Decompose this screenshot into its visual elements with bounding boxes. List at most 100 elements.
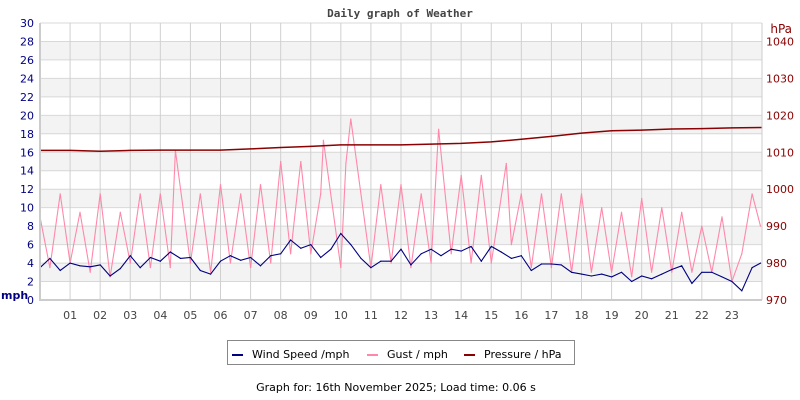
data-point-gust [259, 183, 262, 186]
data-point-wind [681, 265, 683, 267]
data-point-wind [500, 251, 502, 253]
data-point-pressure [249, 148, 252, 150]
right-tick-label: 970 [766, 294, 787, 307]
data-point-gust [109, 276, 111, 278]
data-point-gust [189, 262, 192, 264]
data-point-wind [259, 265, 262, 267]
left-tick-label: 16 [20, 146, 34, 159]
data-point-wind [169, 251, 171, 253]
data-point-gust [590, 271, 593, 273]
data-point-gust [470, 262, 472, 264]
right-tick-label: 1010 [766, 146, 794, 159]
data-point-gust [450, 253, 452, 255]
data-point-wind [480, 260, 482, 262]
right-tick-label: 980 [766, 257, 787, 270]
data-point-wind [570, 271, 573, 273]
data-point-gust [410, 267, 412, 269]
left-tick-label: 0 [27, 294, 34, 307]
axes: 0246810121416182022242628309709809901000… [20, 17, 794, 322]
data-point-gust [631, 276, 633, 278]
left-tick-label: 20 [20, 109, 34, 122]
legend-swatch-gust [367, 354, 378, 356]
data-point-gust [701, 225, 703, 227]
data-point-pressure [520, 138, 522, 140]
data-point-wind [69, 262, 71, 264]
legend-box [227, 340, 575, 365]
left-tick-label: 26 [20, 54, 34, 67]
data-point-gust [119, 211, 121, 213]
left-tick-label: 14 [20, 165, 34, 178]
data-point-wind [721, 276, 723, 278]
data-point-wind [520, 255, 522, 257]
data-point-gust [671, 271, 673, 273]
data-point-wind [430, 248, 432, 250]
data-point-gust [641, 197, 643, 200]
x-tick-label: 10 [334, 309, 348, 322]
data-point-wind [159, 260, 161, 262]
data-point-pressure [490, 141, 492, 143]
data-point-wind [711, 271, 713, 273]
data-point-wind [641, 275, 643, 277]
data-point-wind [540, 263, 543, 265]
data-point-gust [280, 160, 282, 163]
data-point-wind [560, 264, 562, 266]
data-point-wind [580, 273, 583, 275]
data-point-gust [681, 211, 683, 213]
data-point-gust [438, 128, 440, 130]
data-point-pressure [550, 135, 553, 137]
x-tick-label: 13 [424, 309, 438, 322]
data-point-pressure [400, 144, 402, 146]
left-tick-label: 8 [27, 220, 34, 233]
x-tick-label: 22 [695, 309, 709, 322]
left-tick-label: 28 [20, 35, 34, 48]
data-point-wind [661, 273, 663, 275]
data-point-gust [505, 162, 507, 164]
data-point-gust [650, 271, 653, 273]
left-tick-label: 2 [27, 276, 34, 289]
x-tick-label: 12 [394, 309, 408, 322]
left-tick-label: 18 [20, 128, 34, 141]
data-point-gust [460, 174, 462, 176]
data-point-wind [360, 257, 362, 260]
right-tick-label: 1020 [766, 109, 794, 122]
data-point-wind [219, 260, 222, 262]
data-point-gust [289, 253, 292, 255]
data-point-gust [721, 216, 723, 218]
data-point-gust [560, 193, 562, 195]
legend-label-wind: Wind Speed /mph [252, 348, 350, 361]
left-axis-label: mph [1, 289, 28, 302]
x-tick-label: 15 [484, 309, 498, 322]
x-tick-label: 03 [123, 309, 137, 322]
data-point-wind [59, 269, 61, 272]
data-point-pressure [641, 129, 643, 131]
data-point-pressure [731, 127, 733, 129]
legend: Wind Speed /mph Gust / mph Pressure / hP… [227, 340, 575, 365]
left-tick-label: 22 [20, 91, 34, 104]
right-tick-label: 1040 [766, 35, 794, 48]
data-point-gust [741, 253, 743, 255]
x-tick-label: 08 [274, 309, 288, 322]
data-point-pressure [610, 130, 613, 132]
data-point-pressure [671, 128, 673, 130]
data-point-wind [601, 273, 603, 275]
left-tick-label: 30 [20, 17, 34, 30]
data-point-gust [550, 267, 553, 269]
left-tick-label: 12 [20, 183, 34, 196]
left-tick-label: 6 [27, 239, 34, 252]
data-point-wind [741, 290, 743, 292]
x-tick-label: 07 [244, 309, 258, 322]
x-tick-label: 14 [454, 309, 468, 322]
data-point-pressure [580, 132, 583, 134]
x-tick-label: 19 [605, 309, 619, 322]
x-tick-label: 05 [183, 309, 197, 322]
data-point-gust [691, 271, 693, 273]
data-point-wind [610, 276, 613, 278]
data-point-wind [731, 280, 733, 283]
data-point-gust [249, 267, 252, 269]
data-point-wind [691, 282, 693, 284]
data-point-gust [350, 118, 352, 120]
data-point-gust [759, 225, 762, 227]
data-point-gust [219, 183, 222, 186]
data-point-wind [89, 266, 91, 268]
